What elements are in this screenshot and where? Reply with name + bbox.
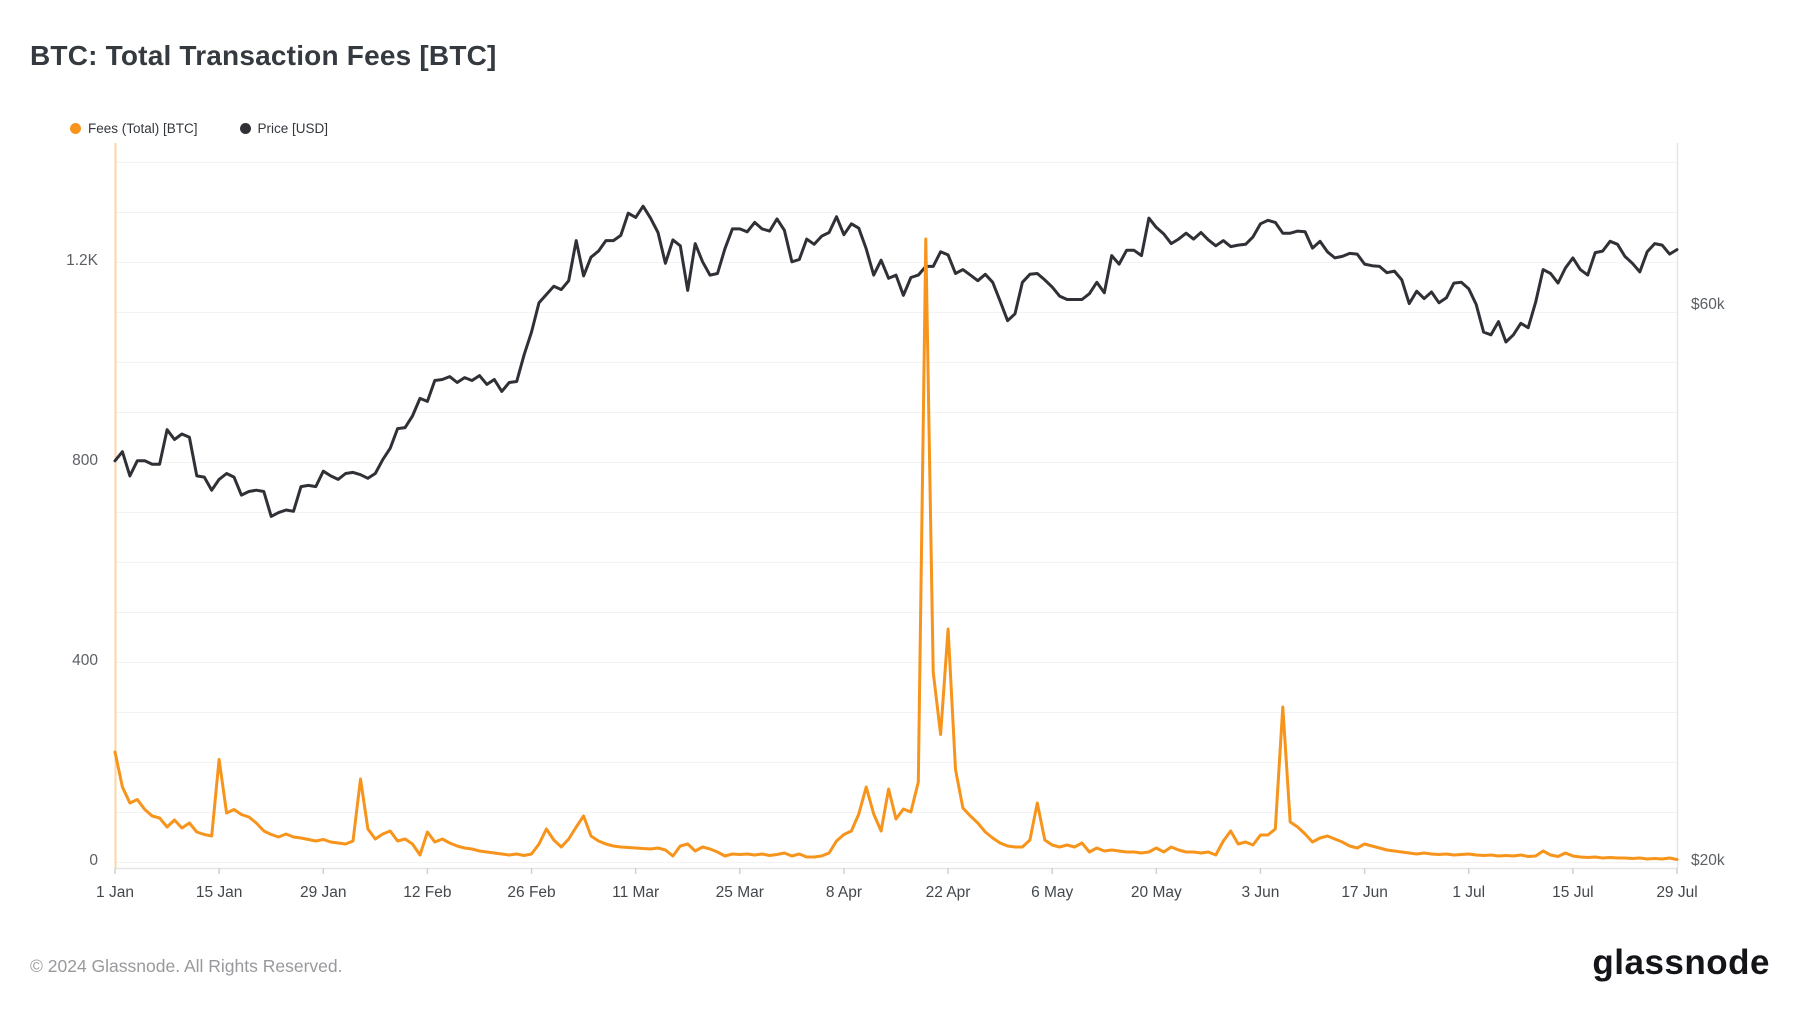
x-axis-label: 3 Jun xyxy=(1241,884,1280,901)
chart-title: BTC: Total Transaction Fees [BTC] xyxy=(30,40,497,71)
x-axis-label: 11 Mar xyxy=(612,884,660,901)
x-axis-label: 22 Apr xyxy=(925,884,971,901)
legend-label-fees: Fees (Total) [BTC] xyxy=(88,121,198,136)
y-axis-left-label: 0 xyxy=(89,852,98,869)
legend-item-fees[interactable]: Fees (Total) [BTC] xyxy=(70,121,198,136)
x-axis-label: 17 Jun xyxy=(1341,884,1388,901)
price-series-dot-icon xyxy=(239,123,251,134)
x-axis-label: 26 Feb xyxy=(507,884,556,901)
x-axis-label: 29 Jan xyxy=(299,884,347,901)
x-axis-label: 29 Jul xyxy=(1656,884,1698,901)
x-axis-label: 1 Jan xyxy=(96,884,134,901)
x-axis-label: 15 Jan xyxy=(195,884,243,901)
legend: Fees (Total) [BTC] Price [USD] xyxy=(70,121,328,136)
legend-item-price[interactable]: Price [USD] xyxy=(239,121,329,136)
x-axis-label: 1 Jul xyxy=(1452,884,1486,901)
x-axis-label: 20 May xyxy=(1130,884,1182,901)
y-axis-left-label: 400 xyxy=(72,652,98,669)
x-axis-label: 12 Feb xyxy=(403,884,452,901)
x-axis-label: 25 Mar xyxy=(715,884,764,901)
footer-copyright: © 2024 Glassnode. All Rights Reserved. xyxy=(30,956,343,976)
fees-series-dot-icon xyxy=(70,123,81,134)
glassnode-logo: glassnode xyxy=(1592,943,1770,982)
x-axis-label: 15 Jul xyxy=(1552,884,1594,901)
legend-label-price: Price [USD] xyxy=(257,121,329,136)
y-axis-left-label: 800 xyxy=(72,452,98,469)
y-axis-right-label: $60k xyxy=(1691,296,1725,314)
x-axis-label: 6 May xyxy=(1031,884,1074,901)
x-axis-label: 8 Apr xyxy=(825,884,863,901)
y-axis-left-label: 1.2K xyxy=(66,252,98,269)
y-axis-right-label: $20k xyxy=(1691,852,1725,869)
fees-line-series xyxy=(113,237,1679,861)
price-line-series xyxy=(113,204,1679,518)
